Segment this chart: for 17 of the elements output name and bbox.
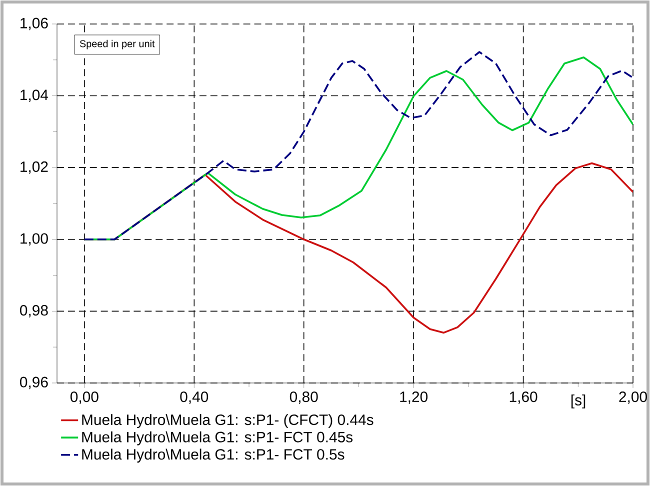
legend-label: Muela Hydro\Muela G1: s:P1- FCT 0.45s (82, 431, 353, 446)
y-tick-label: 0,96 (20, 376, 48, 390)
y-tick-label: 0,98 (20, 305, 48, 318)
legend-label: Muela Hydro\Muela G1: s:P1- FCT 0.5s (82, 448, 344, 463)
x-tick-label: 1,60 (510, 391, 538, 404)
x-tick-label: 0,40 (180, 391, 208, 404)
y-tick-label: 1,00 (20, 233, 48, 246)
x-tick-label: 2,00 (619, 391, 647, 404)
annotation: Speed in per unit (80, 40, 155, 50)
x-axis-title: [s] (571, 394, 586, 408)
x-tick-label: 0,80 (290, 391, 318, 404)
y-tick-label: 1,04 (20, 90, 48, 102)
x-tick-label: 0,00 (70, 391, 98, 404)
x-tick-label: 1,20 (400, 391, 428, 404)
y-tick-label: 1,02 (20, 161, 48, 174)
y-tick-label: 1,06 (20, 18, 48, 30)
legend-label: Muela Hydro\Muela G1: s:P1- (CFCT) 0.44s (82, 414, 374, 428)
